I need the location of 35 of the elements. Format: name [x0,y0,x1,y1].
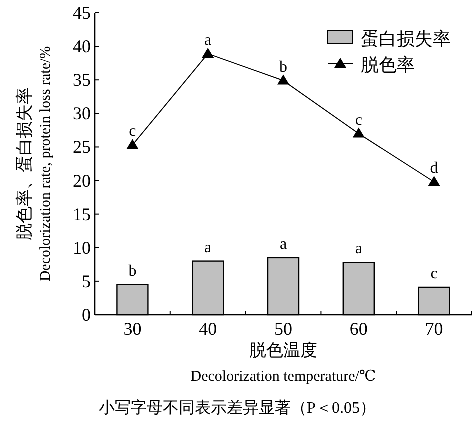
annotation: a [280,236,288,253]
annotation: a [355,240,362,258]
x-tick-label: 50 [274,319,292,339]
y-tick-label: 10 [73,238,91,258]
annotation: c [355,112,362,129]
x-tick-label: 40 [199,319,218,339]
x-axis-title: 脱色温度 Decolorization temperature/℃ [190,341,376,385]
text: 小写字母不同表示差异显著（P＜0.05） [99,399,376,417]
point [202,48,214,58]
annotation: d [430,160,438,178]
annotation: b [280,58,288,76]
y-tick-label: 40 [73,36,91,57]
point [352,128,365,138]
annotation: a [204,239,212,256]
annotation: a [204,32,212,49]
y-tick-label: 20 [73,170,91,191]
x-tick-label: 30 [124,319,142,339]
annotation: b [128,262,137,280]
point [278,74,290,85]
annotation: c [430,265,438,282]
y-tick-label: 35 [73,70,91,90]
point [428,176,440,186]
y-tick-label: 30 [73,104,91,124]
y-axis-title: 脱色率、蛋白损失率 Decolorization rate, protein loss rate/% [15,46,54,282]
legend-label: 蛋白损失率 [361,29,451,49]
x-tick-label: 70 [425,319,444,339]
point [126,139,139,150]
y-tick-label: 45 [73,3,91,23]
y-tick-label: 25 [73,137,91,158]
y-tick-label: 5 [82,271,91,292]
annotation: c [129,123,136,140]
y-tick-label: 0 [82,305,91,325]
x-tick-label: 60 [350,319,368,339]
legend-label: 脱色率 [361,55,415,75]
y-tick-label: 15 [73,204,91,224]
